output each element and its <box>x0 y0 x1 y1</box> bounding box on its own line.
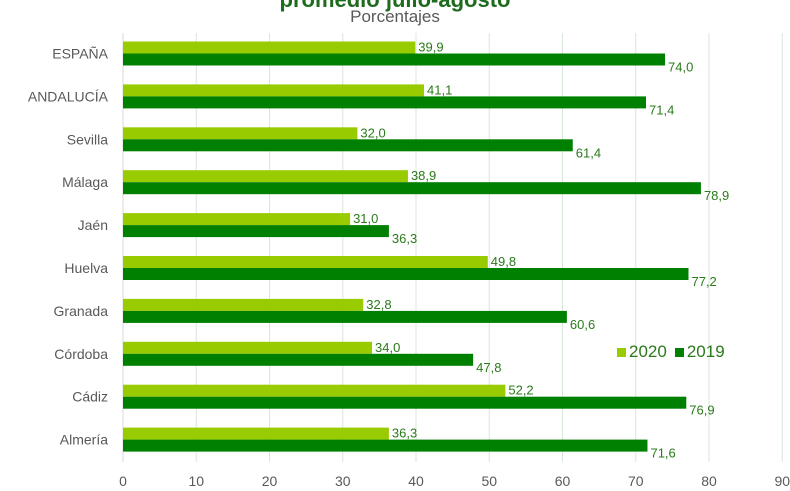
x-tick-label: 60 <box>555 473 571 489</box>
legend-label-2019: 2019 <box>686 342 725 361</box>
data-label-2019: 78,9 <box>704 188 729 203</box>
bar-2019 <box>123 353 474 366</box>
data-label-2020: 49,8 <box>491 254 516 269</box>
data-label-2019: 47,8 <box>476 360 501 375</box>
category-label: Granada <box>54 303 109 319</box>
bar-2019 <box>123 53 666 66</box>
bar-2020 <box>123 170 408 183</box>
data-label-2019: 60,6 <box>570 317 595 332</box>
chart-subtitle: Porcentajes <box>350 7 440 26</box>
bar-2020 <box>123 384 506 397</box>
data-label-2019: 71,6 <box>650 446 675 461</box>
data-label-2020: 36,3 <box>392 426 417 441</box>
bar-2019 <box>123 139 573 152</box>
bar-2020 <box>123 84 425 97</box>
legend: 2020 2019 <box>617 342 733 362</box>
bar-2019 <box>123 182 701 195</box>
legend-label-2020: 2020 <box>629 342 667 361</box>
bar-2020 <box>123 298 364 311</box>
category-label: ESPAÑA <box>52 46 108 62</box>
category-label: ANDALUCÍA <box>28 88 109 104</box>
category-label: Cádiz <box>72 389 108 405</box>
bars <box>123 41 701 452</box>
x-tick-label: 70 <box>628 473 644 489</box>
data-label-2019: 61,4 <box>576 145 601 160</box>
data-label-2019: 77,2 <box>691 274 716 289</box>
category-label: Almería <box>60 432 108 448</box>
bar-2020 <box>123 341 373 354</box>
x-tick-label: 40 <box>408 473 424 489</box>
category-labels: ESPAÑA ANDALUCÍA Sevilla Málaga Jaén Huelva Gr… <box>28 46 109 448</box>
category-label: Málaga <box>62 174 108 190</box>
x-tick-label: 80 <box>701 473 717 489</box>
bar-2019 <box>123 225 389 238</box>
category-label: Huelva <box>64 260 108 276</box>
bar-2019 <box>123 96 647 109</box>
data-label-2020: 34,0 <box>375 340 400 355</box>
x-tick-label: 10 <box>188 473 204 489</box>
data-label-2020: 39,9 <box>418 40 443 55</box>
bar-2020 <box>123 256 488 268</box>
data-labels: 39,9 74,0 41,1 71,4 32,0 61,4 38,9 78,9 31,0 36,3… <box>353 40 729 461</box>
x-tick-label: 30 <box>335 473 351 489</box>
category-label: Córdoba <box>54 346 108 362</box>
data-label-2019: 74,0 <box>668 60 693 75</box>
bar-2019 <box>123 439 648 452</box>
x-tick-label: 90 <box>774 473 790 489</box>
data-label-2020: 32,8 <box>366 297 391 312</box>
bar-2020 <box>123 41 416 54</box>
category-label: Jaén <box>78 217 108 233</box>
chart-title: promedio julio-agosto <box>0 0 790 13</box>
x-tick-labels: 0 10 20 30 40 50 60 70 80 90 <box>119 473 790 489</box>
bar-2020 <box>123 427 389 440</box>
data-label-2019: 76,9 <box>689 403 714 418</box>
bar-2020 <box>123 213 351 226</box>
data-label-2020: 41,1 <box>427 82 452 97</box>
bar-2019 <box>123 268 689 280</box>
bar-2019 <box>123 310 567 323</box>
data-label-2020: 32,0 <box>360 125 385 140</box>
legend-item-2019: 2019 <box>674 342 725 362</box>
category-label: Sevilla <box>67 131 108 147</box>
data-label-2019: 36,3 <box>392 231 417 246</box>
data-label-2020: 31,0 <box>353 211 378 226</box>
legend-swatch-2019 <box>674 347 684 357</box>
bar-2020 <box>123 127 358 140</box>
data-label-2020: 38,9 <box>411 168 436 183</box>
x-tick-label: 20 <box>262 473 278 489</box>
bar-2019 <box>123 396 687 409</box>
x-tick-label: 50 <box>481 473 497 489</box>
x-tick-label: 0 <box>119 473 127 489</box>
data-label-2020: 52,2 <box>508 383 533 398</box>
data-label-2019: 71,4 <box>649 102 674 117</box>
legend-swatch-2020 <box>617 347 626 357</box>
legend-item-2020: 2020 <box>617 342 667 362</box>
